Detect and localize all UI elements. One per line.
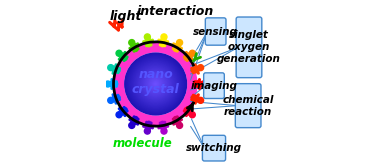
Ellipse shape (174, 117, 180, 125)
Circle shape (116, 50, 122, 56)
FancyBboxPatch shape (235, 84, 261, 128)
Ellipse shape (145, 38, 152, 47)
Circle shape (141, 70, 170, 98)
Circle shape (138, 66, 174, 102)
Circle shape (139, 67, 172, 101)
Circle shape (153, 82, 158, 86)
Circle shape (145, 73, 167, 95)
Ellipse shape (191, 66, 200, 73)
Ellipse shape (131, 117, 138, 125)
Text: imaging: imaging (191, 81, 237, 91)
Circle shape (135, 64, 176, 104)
Circle shape (115, 43, 197, 125)
Circle shape (129, 122, 135, 128)
Circle shape (108, 65, 114, 71)
Circle shape (177, 40, 183, 46)
Circle shape (125, 54, 186, 114)
Circle shape (129, 40, 135, 46)
Circle shape (144, 34, 150, 40)
Text: light: light (109, 10, 142, 23)
Ellipse shape (131, 43, 138, 51)
Circle shape (189, 112, 195, 118)
Ellipse shape (111, 95, 120, 102)
Circle shape (105, 81, 111, 87)
Circle shape (143, 71, 168, 97)
Circle shape (177, 122, 183, 128)
Circle shape (140, 68, 172, 100)
Circle shape (189, 50, 195, 56)
Text: nano
crystal: nano crystal (132, 68, 180, 96)
Text: sensing: sensing (193, 27, 238, 36)
Circle shape (147, 75, 164, 93)
Circle shape (152, 81, 159, 87)
Ellipse shape (111, 66, 120, 73)
Circle shape (138, 67, 173, 101)
Circle shape (133, 62, 178, 106)
Circle shape (198, 97, 204, 103)
Ellipse shape (194, 81, 203, 87)
Circle shape (134, 63, 177, 105)
Circle shape (144, 72, 167, 96)
Ellipse shape (184, 53, 192, 60)
Circle shape (154, 82, 157, 86)
Circle shape (137, 65, 175, 103)
Circle shape (128, 56, 183, 112)
Circle shape (142, 71, 169, 97)
Circle shape (130, 59, 181, 109)
Circle shape (148, 76, 164, 92)
Circle shape (125, 53, 186, 115)
Circle shape (141, 69, 171, 99)
Circle shape (200, 81, 206, 87)
Circle shape (151, 79, 160, 89)
Text: switching: switching (186, 143, 242, 153)
Circle shape (132, 60, 180, 108)
Circle shape (136, 64, 175, 104)
Ellipse shape (174, 43, 180, 51)
Circle shape (131, 59, 180, 109)
Circle shape (149, 77, 163, 91)
Text: interaction: interaction (136, 5, 214, 18)
Circle shape (130, 58, 182, 110)
Circle shape (155, 83, 156, 85)
Circle shape (152, 80, 160, 88)
Text: singlet
oxygen
generation: singlet oxygen generation (217, 30, 281, 64)
FancyBboxPatch shape (236, 17, 262, 78)
Circle shape (150, 78, 161, 90)
Circle shape (146, 74, 166, 94)
Ellipse shape (119, 53, 127, 60)
Ellipse shape (119, 108, 127, 115)
Text: chemical
reaction: chemical reaction (223, 95, 274, 117)
Circle shape (116, 112, 122, 118)
Text: molecule: molecule (113, 137, 172, 151)
FancyBboxPatch shape (205, 18, 226, 45)
Circle shape (133, 61, 178, 107)
FancyBboxPatch shape (204, 73, 224, 98)
Circle shape (125, 53, 186, 115)
Ellipse shape (160, 38, 166, 47)
Circle shape (126, 55, 185, 113)
Ellipse shape (145, 121, 152, 130)
Ellipse shape (191, 95, 200, 102)
Ellipse shape (160, 121, 166, 130)
Circle shape (146, 75, 165, 93)
Ellipse shape (108, 81, 118, 87)
Circle shape (144, 128, 150, 134)
Circle shape (108, 97, 114, 103)
Ellipse shape (184, 108, 192, 115)
Circle shape (129, 57, 183, 111)
Circle shape (149, 78, 162, 90)
Circle shape (161, 34, 167, 40)
Circle shape (127, 56, 184, 112)
Circle shape (198, 65, 204, 71)
Circle shape (125, 53, 186, 115)
FancyBboxPatch shape (202, 135, 226, 161)
Circle shape (161, 128, 167, 134)
